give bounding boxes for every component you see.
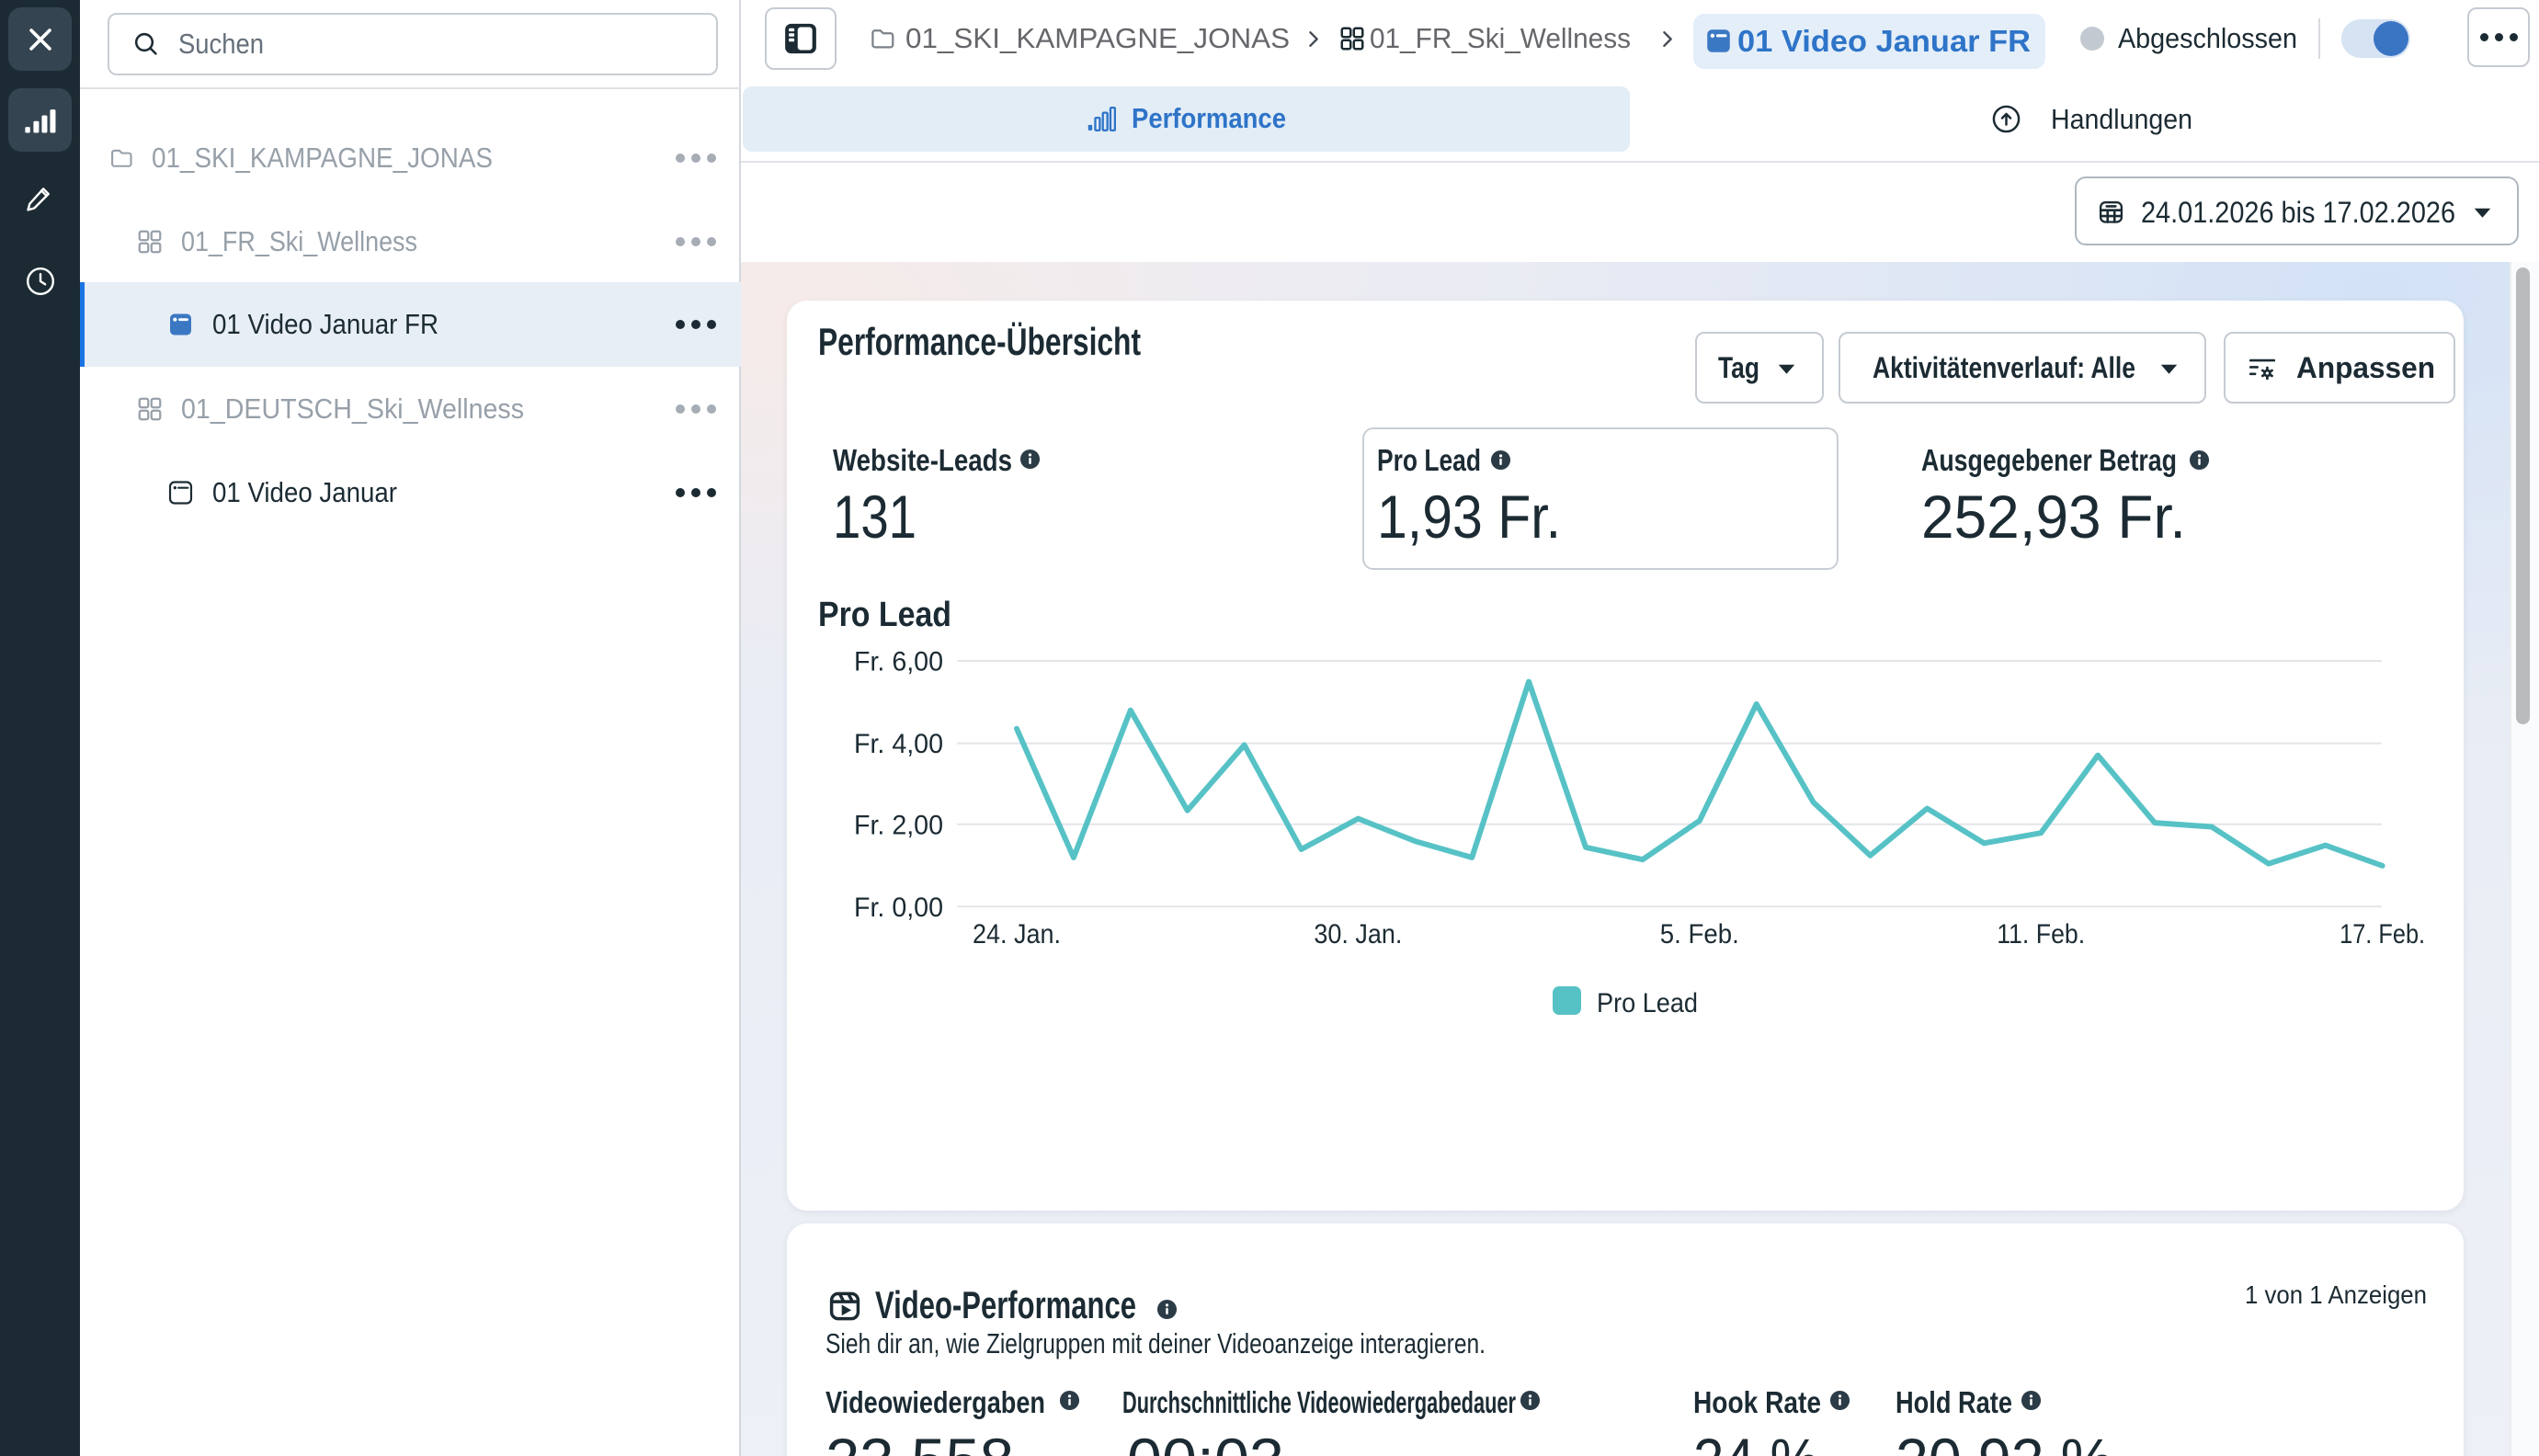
svg-text:Fr. 4,00: Fr. 4,00: [854, 729, 943, 759]
svg-text:11. Feb.: 11. Feb.: [1997, 919, 2085, 950]
svg-text:17. Feb.: 17. Feb.: [2340, 919, 2425, 950]
svg-text:5. Feb.: 5. Feb.: [1660, 919, 1739, 950]
svg-text:30. Jan.: 30. Jan.: [1314, 919, 1402, 950]
svg-text:24. Jan.: 24. Jan.: [973, 919, 1061, 950]
svg-text:Fr. 6,00: Fr. 6,00: [854, 647, 943, 677]
svg-text:Fr. 0,00: Fr. 0,00: [854, 893, 943, 923]
svg-text:Fr. 2,00: Fr. 2,00: [854, 810, 943, 840]
svg-text:Pro Lead: Pro Lead: [1597, 988, 1698, 1018]
